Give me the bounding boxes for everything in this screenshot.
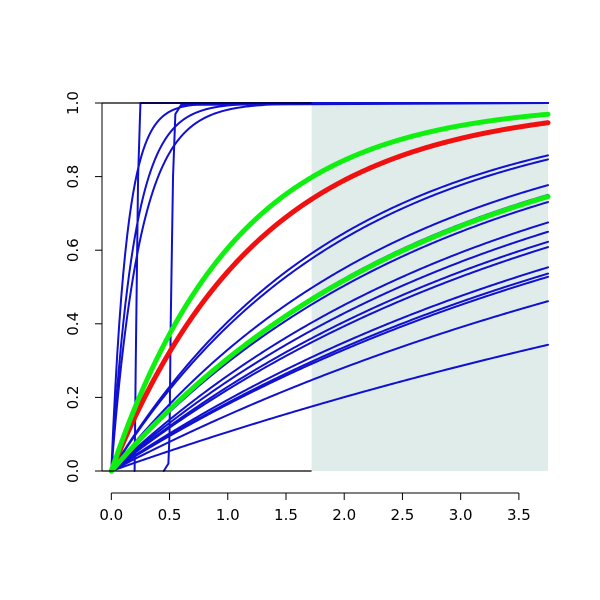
series-line-16	[110, 343, 549, 472]
series-line-3	[110, 154, 549, 472]
series-line-10	[110, 240, 549, 472]
series-line-9	[110, 230, 549, 472]
series-line-4	[110, 158, 549, 472]
x-tick-label-1: 0.5	[158, 506, 182, 524]
series-line-2	[108, 194, 551, 474]
x-tick-label-0: 0.0	[99, 506, 123, 524]
axes-layer: 0.0 0.5 1.0 1.5 2.0 2.5 3.0 3.5 0.0 0.2 0.4 0.6 0.8 1…	[64, 91, 531, 524]
y-tick-label-1: 0.2	[64, 385, 82, 409]
series-line-0	[108, 120, 551, 474]
x-tick-label-4: 2.0	[332, 506, 356, 524]
y-tick-label-3: 0.6	[64, 238, 82, 262]
series-line-12	[110, 266, 549, 472]
y-tick-label-4: 0.8	[64, 165, 82, 189]
series-line-11	[110, 246, 549, 472]
x-tick-label-2: 1.0	[216, 506, 240, 524]
y-tick-label-0: 0.0	[64, 459, 82, 483]
x-tick-label-7: 3.5	[507, 506, 531, 524]
series-line-15	[110, 300, 549, 472]
y-tick-label-2: 0.4	[64, 312, 82, 336]
series-line-1	[108, 111, 551, 474]
series-line-14	[110, 275, 549, 472]
series-line-21	[162, 102, 549, 472]
series-layer	[108, 102, 551, 474]
shaded-region-layer	[311, 103, 548, 471]
x-tick-label-3: 1.5	[274, 506, 298, 524]
shaded-region	[311, 103, 548, 471]
y-tick-label-5: 1.0	[64, 91, 82, 115]
series-line-8	[110, 221, 549, 472]
x-tick-label-5: 2.5	[391, 506, 415, 524]
x-tick-label-6: 3.0	[449, 506, 473, 524]
series-line-5	[110, 184, 549, 472]
